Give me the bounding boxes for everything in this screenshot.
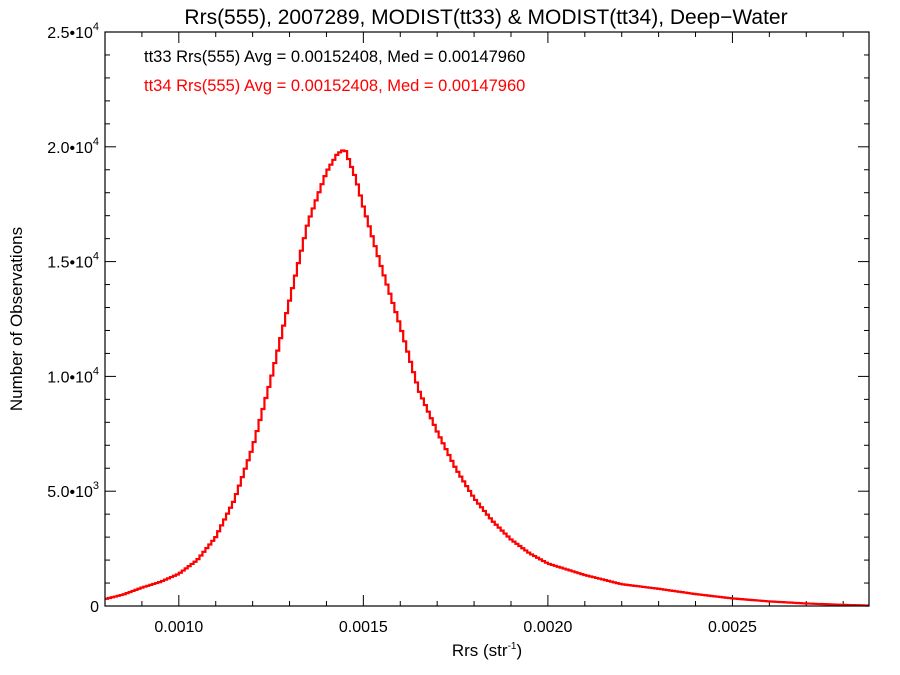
y-tick-label: 5.0•103	[47, 480, 99, 501]
x-tick-label: 0.0025	[708, 619, 757, 636]
x-axis-label-suffix: )	[516, 641, 522, 660]
x-tick-label: 0.0010	[154, 619, 203, 636]
legend: tt33 Rrs(555) Avg = 0.00152408, Med = 0.…	[144, 48, 525, 95]
x-axis-label: Rrs (str-1)	[452, 641, 522, 660]
y-tick-label: 1.5•104	[47, 251, 99, 272]
y-tick-label: 2.5•104	[47, 21, 99, 42]
plot-frame	[104, 31, 870, 607]
legend-entry-2: tt34 Rrs(555) Avg = 0.00152408, Med = 0.…	[144, 77, 525, 95]
legend-entry-1: tt33 Rrs(555) Avg = 0.00152408, Med = 0.…	[144, 48, 525, 66]
y-axis-label: Number of Observations	[7, 227, 26, 411]
x-tick-label: 0.0020	[523, 619, 572, 636]
y-tick-label: 1.0•104	[47, 365, 99, 386]
x-axis-label-superscript: -1	[508, 641, 517, 652]
x-tick-label: 0.0015	[339, 619, 388, 636]
chart-title: Rrs(555), 2007289, MODIST(tt33) & MODIST…	[184, 6, 787, 29]
series-line-2	[105, 149, 869, 607]
series-lines	[105, 149, 869, 607]
y-tick-label: 2.0•104	[47, 136, 99, 157]
y-tick-label: 0	[90, 599, 99, 616]
y-axis-ticks: 0 5.0•103 1.0•104 1.5•104 2.0•104 2.5•104	[47, 21, 869, 616]
series-line-1	[105, 149, 869, 607]
x-axis-label-main: Rrs (str	[452, 641, 508, 660]
x-axis-ticks: 0.0010 0.0015 0.0020 0.0025	[104, 32, 844, 636]
